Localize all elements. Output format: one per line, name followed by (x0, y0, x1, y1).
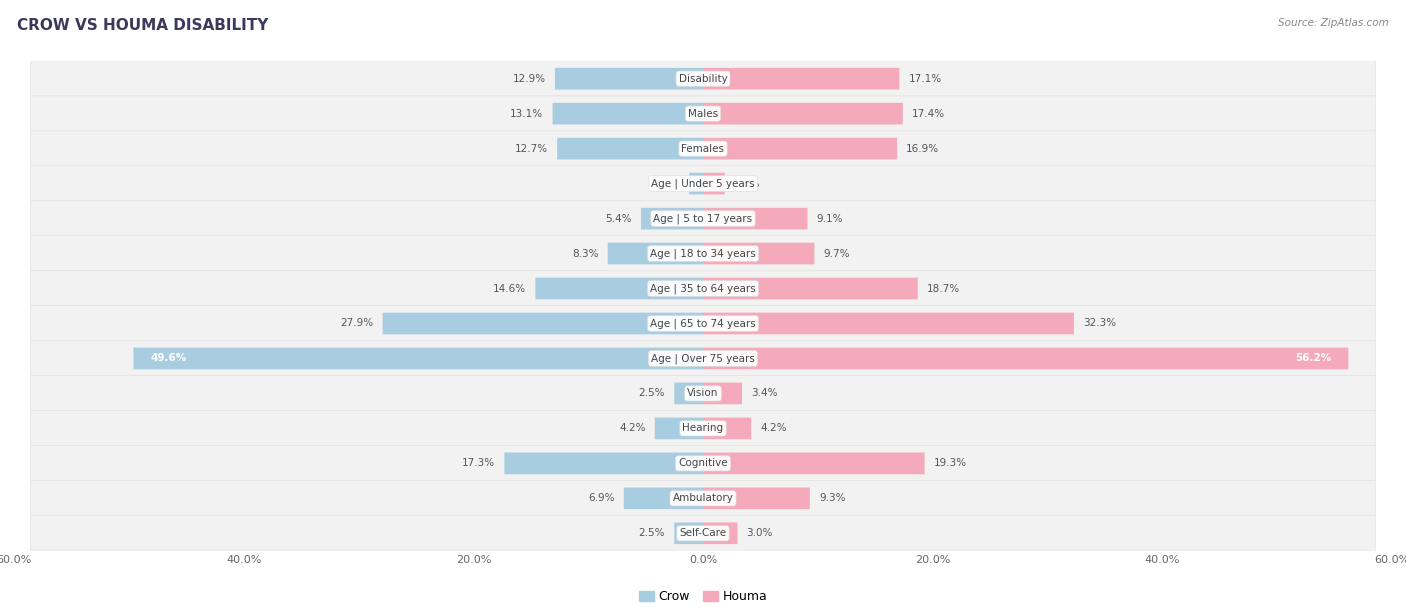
FancyBboxPatch shape (31, 341, 1375, 376)
FancyBboxPatch shape (31, 446, 1375, 481)
FancyBboxPatch shape (31, 515, 1375, 551)
FancyBboxPatch shape (641, 207, 703, 230)
Text: 4.2%: 4.2% (761, 424, 787, 433)
FancyBboxPatch shape (134, 348, 703, 369)
FancyBboxPatch shape (624, 488, 703, 509)
Text: Age | 65 to 74 years: Age | 65 to 74 years (650, 318, 756, 329)
Text: 8.3%: 8.3% (572, 248, 599, 258)
Text: 18.7%: 18.7% (927, 283, 960, 294)
Text: Vision: Vision (688, 389, 718, 398)
FancyBboxPatch shape (553, 103, 703, 124)
FancyBboxPatch shape (703, 417, 751, 439)
Text: Self-Care: Self-Care (679, 528, 727, 539)
FancyBboxPatch shape (31, 236, 1375, 271)
Text: 19.3%: 19.3% (934, 458, 967, 468)
Text: 16.9%: 16.9% (907, 144, 939, 154)
FancyBboxPatch shape (703, 313, 1074, 334)
Text: 49.6%: 49.6% (150, 354, 187, 364)
Text: 17.3%: 17.3% (463, 458, 495, 468)
FancyBboxPatch shape (703, 523, 738, 544)
FancyBboxPatch shape (703, 278, 918, 299)
Text: Age | 5 to 17 years: Age | 5 to 17 years (654, 214, 752, 224)
FancyBboxPatch shape (31, 201, 1375, 236)
Text: Age | 35 to 64 years: Age | 35 to 64 years (650, 283, 756, 294)
FancyBboxPatch shape (31, 131, 1375, 166)
Text: Hearing: Hearing (682, 424, 724, 433)
FancyBboxPatch shape (31, 96, 1375, 132)
FancyBboxPatch shape (675, 523, 703, 544)
FancyBboxPatch shape (703, 348, 1348, 369)
Text: 9.1%: 9.1% (817, 214, 844, 223)
Text: Cognitive: Cognitive (678, 458, 728, 468)
Text: Ambulatory: Ambulatory (672, 493, 734, 503)
FancyBboxPatch shape (703, 452, 925, 474)
Text: 32.3%: 32.3% (1083, 318, 1116, 329)
Text: Disability: Disability (679, 73, 727, 84)
Text: 3.4%: 3.4% (751, 389, 778, 398)
FancyBboxPatch shape (703, 488, 810, 509)
FancyBboxPatch shape (703, 173, 725, 195)
Text: 5.4%: 5.4% (606, 214, 631, 223)
Text: Source: ZipAtlas.com: Source: ZipAtlas.com (1278, 18, 1389, 28)
Text: Age | Over 75 years: Age | Over 75 years (651, 353, 755, 364)
Text: 12.9%: 12.9% (513, 73, 546, 84)
Text: 17.1%: 17.1% (908, 73, 942, 84)
FancyBboxPatch shape (31, 411, 1375, 446)
Text: 6.9%: 6.9% (588, 493, 614, 503)
FancyBboxPatch shape (31, 376, 1375, 411)
FancyBboxPatch shape (31, 61, 1375, 97)
Text: 1.9%: 1.9% (734, 179, 761, 188)
Text: 12.7%: 12.7% (515, 144, 548, 154)
Text: 27.9%: 27.9% (340, 318, 374, 329)
FancyBboxPatch shape (675, 382, 703, 405)
Text: 56.2%: 56.2% (1295, 354, 1331, 364)
FancyBboxPatch shape (607, 243, 703, 264)
FancyBboxPatch shape (382, 313, 703, 334)
FancyBboxPatch shape (689, 173, 703, 195)
FancyBboxPatch shape (557, 138, 703, 160)
FancyBboxPatch shape (536, 278, 703, 299)
Text: 2.5%: 2.5% (638, 528, 665, 539)
Text: 17.4%: 17.4% (912, 109, 945, 119)
FancyBboxPatch shape (31, 480, 1375, 516)
Text: 13.1%: 13.1% (510, 109, 543, 119)
Text: 9.3%: 9.3% (818, 493, 845, 503)
Text: Age | Under 5 years: Age | Under 5 years (651, 178, 755, 189)
FancyBboxPatch shape (505, 452, 703, 474)
Text: Age | 18 to 34 years: Age | 18 to 34 years (650, 248, 756, 259)
FancyBboxPatch shape (703, 138, 897, 160)
FancyBboxPatch shape (31, 305, 1375, 341)
FancyBboxPatch shape (31, 166, 1375, 201)
FancyBboxPatch shape (703, 207, 807, 230)
Text: 4.2%: 4.2% (619, 424, 645, 433)
Text: Females: Females (682, 144, 724, 154)
FancyBboxPatch shape (703, 103, 903, 124)
Text: 9.7%: 9.7% (824, 248, 851, 258)
FancyBboxPatch shape (555, 68, 703, 89)
FancyBboxPatch shape (703, 382, 742, 405)
FancyBboxPatch shape (31, 271, 1375, 307)
Text: 14.6%: 14.6% (494, 283, 526, 294)
FancyBboxPatch shape (703, 243, 814, 264)
FancyBboxPatch shape (703, 68, 900, 89)
FancyBboxPatch shape (655, 417, 703, 439)
Text: CROW VS HOUMA DISABILITY: CROW VS HOUMA DISABILITY (17, 18, 269, 34)
Text: 2.5%: 2.5% (638, 389, 665, 398)
Text: Males: Males (688, 109, 718, 119)
Text: 1.2%: 1.2% (654, 179, 681, 188)
Text: 3.0%: 3.0% (747, 528, 773, 539)
Legend: Crow, Houma: Crow, Houma (634, 585, 772, 608)
